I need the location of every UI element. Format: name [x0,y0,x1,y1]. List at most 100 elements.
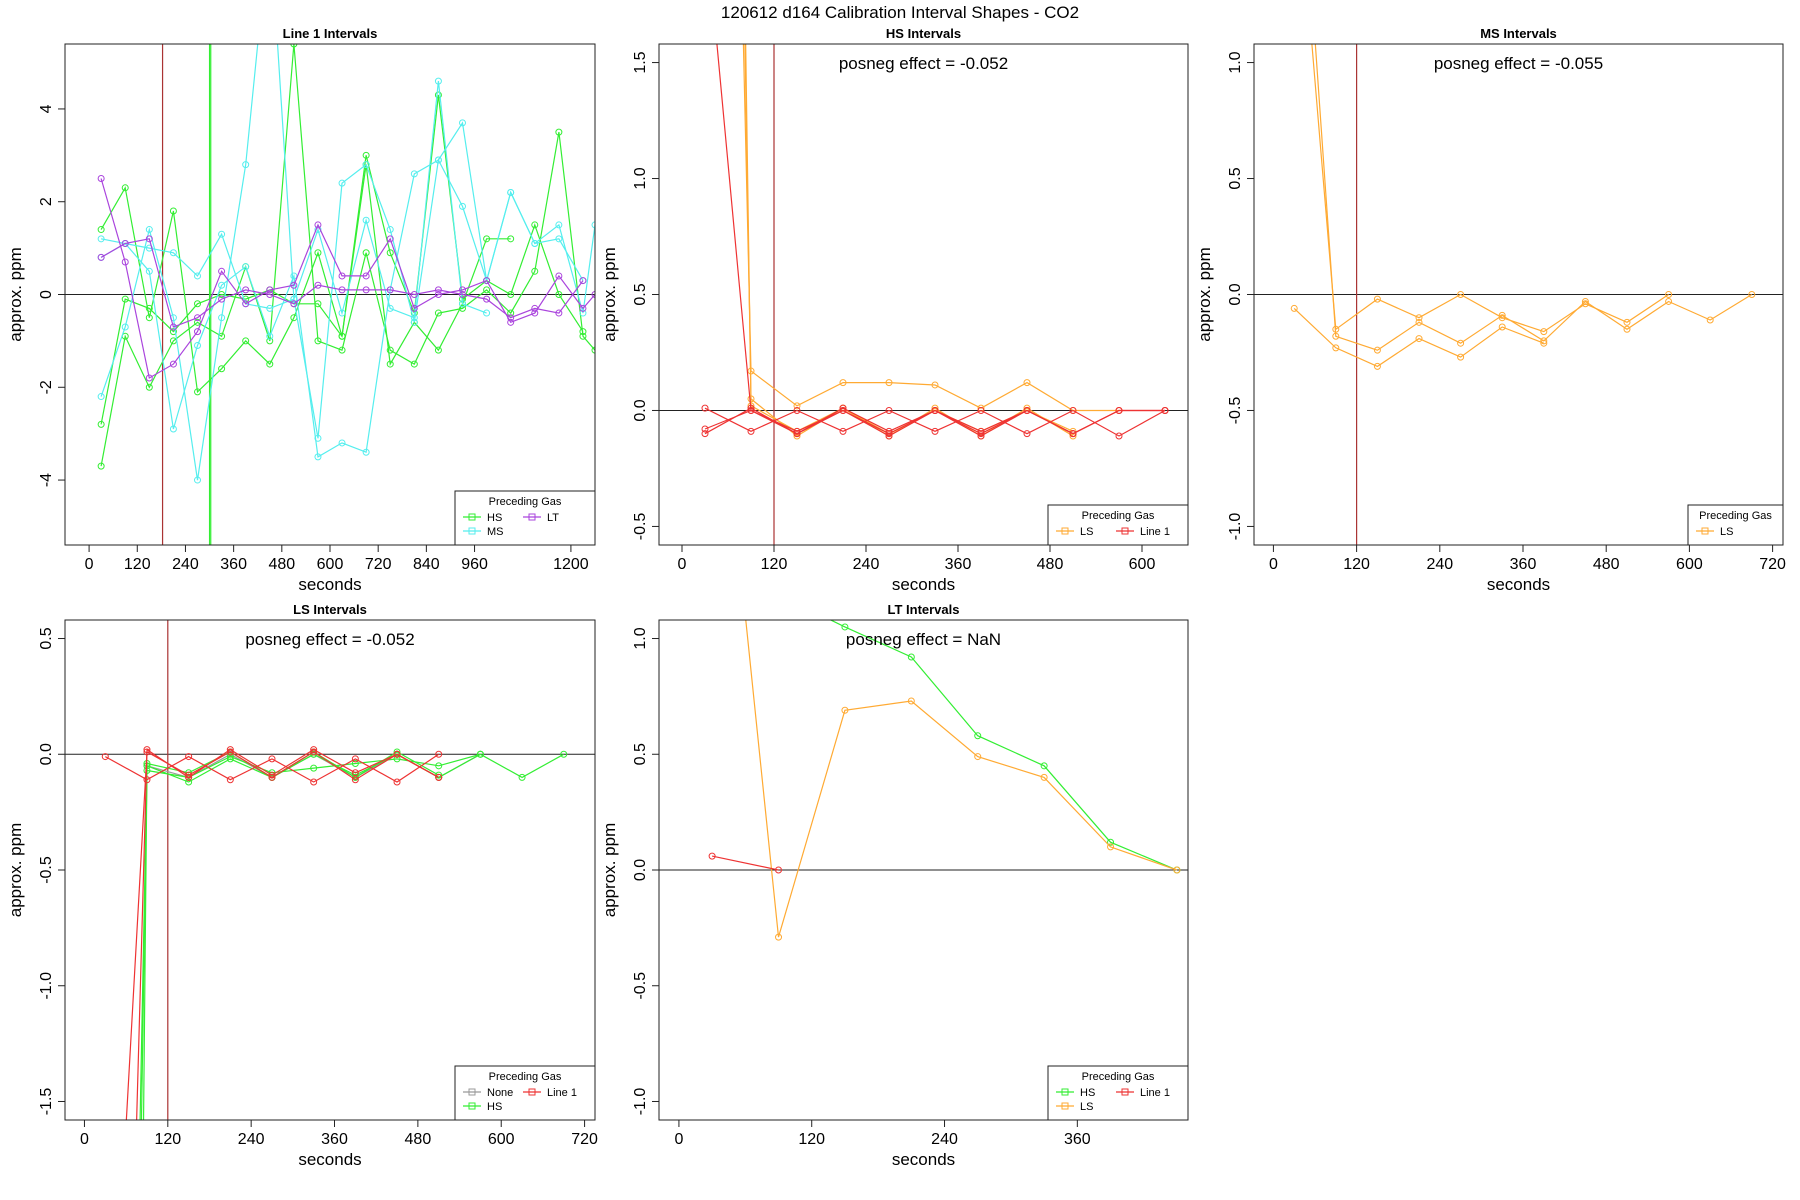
data-point [410,291,418,298]
data-point [121,258,129,266]
data-point [185,773,193,781]
data-point [931,406,939,414]
data-point [434,156,442,164]
panel-title: Line 1 Intervals [283,26,378,41]
legend-swatch-marker [1061,1102,1069,1110]
data-point [338,179,346,187]
data-point [1373,346,1381,354]
data-point [266,286,274,294]
data-point [841,623,849,631]
data-point [226,746,234,754]
data-point [143,776,151,784]
y-tick-label: 1.5 [632,51,649,73]
legend-swatch-marker [468,513,476,521]
series-ls [744,44,1077,440]
data-point [145,226,153,234]
series-line-1 [125,748,443,1120]
series-line-1 [101,750,443,786]
y-tick-label: -1.0 [632,1088,649,1116]
data-point [974,732,982,740]
data-point [218,281,226,289]
data-point [435,750,443,758]
data-point [555,128,563,136]
figure-title: 120612 d164 Calibration Interval Shapes … [721,3,1079,22]
series-ls [742,44,1123,414]
legend-swatch-marker [1121,1088,1129,1096]
y-axis: -1.0 -0.5 0.0 0.5 1.0 approx. ppm [1195,51,1254,540]
data-point [907,697,915,705]
x-tick-label: 360 [1510,556,1537,573]
data-point [143,746,151,754]
data-point [97,393,105,401]
data-point [290,281,298,289]
data-point [145,314,153,322]
x-tick-label: 600 [317,556,344,573]
panel-hs-intervals: HS Intervals 0 120 240 360 480 600 seconds -0.5 0… [600,26,1189,594]
data-point [434,346,442,354]
data-point [1040,773,1048,781]
data-point [907,653,915,661]
data-point [555,291,563,298]
series-line [139,753,481,1120]
data-point [1040,762,1048,770]
y-axis: -1.0 -0.5 0.0 0.5 1.0 approx. ppm [600,627,659,1115]
data-point [459,202,466,210]
series-line [100,164,511,425]
data-point [362,448,370,456]
data-point [885,379,893,387]
data-point [1332,344,1340,352]
data-point [1069,406,1077,414]
data-point [314,281,322,289]
x-tick-label: 1200 [553,556,589,573]
plot-area [659,44,1188,545]
data-point [974,753,982,761]
x-tick-label: 360 [321,1131,348,1148]
data-point [351,760,359,768]
series-hs [97,44,595,470]
legend-entry-hs: HS [463,1101,502,1113]
data-point [1415,314,1423,322]
x-axis-label: seconds [892,575,955,594]
data-point [310,778,318,786]
data-point [386,346,394,354]
data-point [226,753,234,761]
data-point [242,337,250,345]
x-axis-label: seconds [298,1150,361,1169]
legend-swatch-marker [528,513,536,521]
data-point [507,314,515,322]
y-axis: -1.5 -1.0 -0.5 0.0 0.5 approx. ppm [6,627,65,1115]
data-point [579,277,587,285]
x-tick-label: 600 [488,1131,515,1148]
data-point [218,295,226,303]
data-point [1665,297,1673,305]
data-point [459,300,466,308]
series-line [100,121,584,458]
data-point [393,755,401,763]
y-tick-label: -1.5 [38,1088,55,1116]
data-point [885,406,893,414]
data-point [931,427,939,435]
data-point [242,263,250,271]
data-point [268,771,276,779]
data-point [386,249,394,257]
data-point [579,328,587,336]
x-tick-label: 240 [172,556,199,573]
y-tick-label: 1.0 [632,167,649,189]
data-point [591,291,595,298]
panel-title: MS Intervals [1480,26,1557,41]
legend-entry-ls: LS [1696,526,1733,538]
x-axis: 0 120 240 360 480 600 720 seconds [1269,545,1786,594]
series-line [711,855,779,871]
legend-label: HS [487,512,502,524]
y-axis: -4 -2 0 2 4 approx. ppm [6,104,65,487]
data-point [555,309,563,317]
data-point [97,226,105,234]
data-point [483,295,491,303]
data-point [531,309,539,317]
x-tick-label: 240 [238,1131,265,1148]
series-line [146,753,481,779]
data-point [266,304,274,312]
data-point [775,866,783,874]
legend-swatch-marker [1121,527,1129,535]
